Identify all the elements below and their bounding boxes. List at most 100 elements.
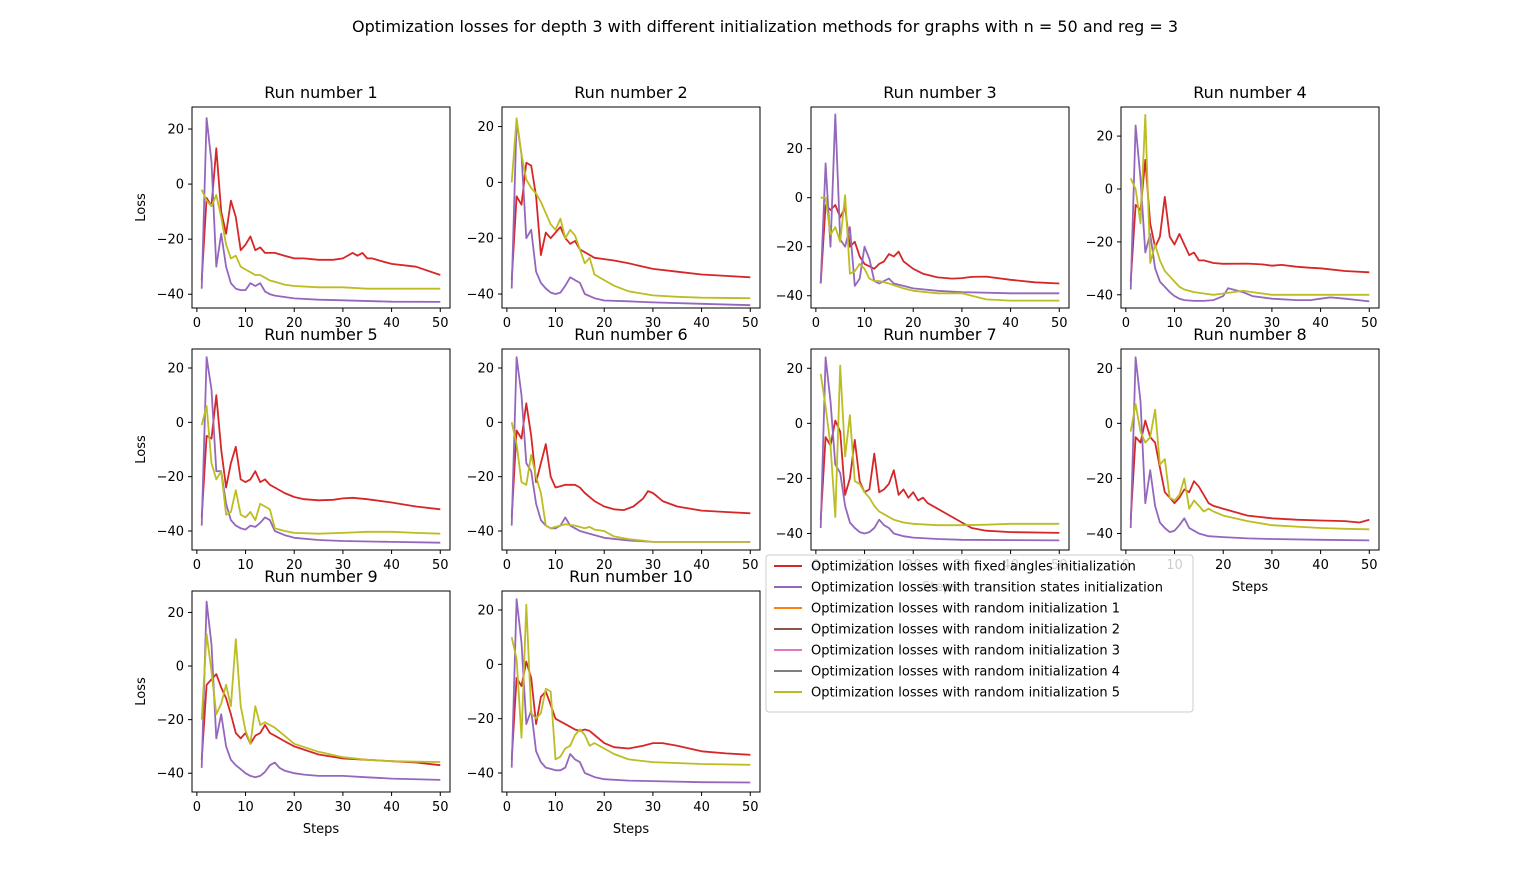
x-tick-label: 20 (286, 316, 303, 331)
series-line-fixed (1129, 419, 1370, 524)
x-tick-label: 30 (1264, 558, 1281, 573)
subplot-title: Run number 1 (264, 83, 377, 102)
subplot-run-4: 0 10 20 30 40 50 20 0 −20 −40 Run number 4 (1086, 83, 1380, 331)
y-tick-label: −40 (1086, 288, 1113, 303)
x-tick-label: 10 (237, 800, 254, 815)
x-tick-label: 10 (1166, 316, 1183, 331)
x-tick-label: 0 (503, 316, 511, 331)
axes-frame (191, 106, 451, 309)
axes-frame (191, 590, 451, 793)
x-tick-label: 20 (286, 558, 303, 573)
series-line-transition (200, 356, 441, 544)
x-axis-label: Steps (303, 822, 340, 837)
y-tick-label: −20 (776, 472, 803, 487)
y-tick-label: −20 (157, 470, 184, 485)
subplot-run-10: 0 10 20 30 40 50 20 0 −20 −40 Run number 10 Steps (467, 567, 761, 837)
x-tick-label: 30 (645, 800, 662, 815)
y-tick-label: −20 (1086, 472, 1113, 487)
y-tick-label: 20 (1096, 362, 1113, 377)
legend: Optimization losses with fixed angles in… (765, 554, 1194, 713)
x-tick-label: 0 (812, 316, 820, 331)
subplot-title: Run number 7 (883, 325, 996, 344)
x-tick-label: 50 (1361, 558, 1378, 573)
y-tick-label: 20 (167, 123, 184, 138)
series-line-random (510, 603, 751, 766)
x-tick-label: 0 (193, 316, 201, 331)
y-tick-label: 20 (1096, 130, 1113, 145)
legend-entry-label: Optimization losses with random initiali… (811, 665, 1120, 680)
series-group (200, 356, 441, 544)
subplot-title: Run number 2 (574, 83, 687, 102)
subplot-title: Run number 10 (569, 567, 693, 586)
x-tick-label: 10 (237, 316, 254, 331)
x-tick-label: 50 (742, 316, 759, 331)
x-tick-label: 40 (383, 558, 400, 573)
y-tick-label: 0 (486, 658, 494, 673)
subplot-run-6: 0 10 20 30 40 50 20 0 −20 −40 Run number 6 (467, 325, 761, 573)
y-tick-label: 0 (1105, 417, 1113, 432)
axes-frame (501, 106, 761, 309)
y-tick-label: 0 (1105, 182, 1113, 197)
x-tick-label: 10 (856, 316, 873, 331)
y-axis-label: Loss (134, 435, 149, 464)
y-tick-label: 0 (176, 416, 184, 431)
series-group (1129, 114, 1370, 303)
y-tick-label: 20 (477, 362, 494, 377)
x-tick-label: 30 (1264, 316, 1281, 331)
x-tick-label: 20 (286, 800, 303, 815)
series-line-random (200, 189, 441, 290)
series-line-random (819, 364, 1060, 527)
y-tick-label: −20 (157, 233, 184, 248)
series-line-transition (510, 120, 751, 307)
y-tick-label: −20 (776, 240, 803, 255)
series-line-fixed (200, 147, 441, 281)
x-tick-label: 20 (596, 800, 613, 815)
x-tick-label: 20 (596, 316, 613, 331)
x-tick-label: 30 (645, 558, 662, 573)
series-line-transition (1129, 124, 1370, 303)
series-group (819, 113, 1060, 302)
x-tick-label: 40 (1312, 316, 1329, 331)
series-group (200, 600, 441, 781)
y-tick-label: −40 (157, 288, 184, 303)
series-line-transition (1129, 356, 1370, 542)
axes-frame (1120, 106, 1380, 309)
y-axis-label: Loss (134, 193, 149, 222)
axes-frame (810, 348, 1070, 551)
series-line-random (1129, 114, 1370, 296)
x-tick-label: 50 (1361, 316, 1378, 331)
x-tick-label: 50 (742, 800, 759, 815)
series-line-random (510, 422, 751, 543)
x-tick-label: 50 (432, 558, 449, 573)
y-tick-label: −20 (467, 232, 494, 247)
x-tick-label: 0 (193, 558, 201, 573)
x-axis-label: Steps (1232, 580, 1269, 595)
subplot-title: Run number 8 (1193, 325, 1306, 344)
axes-frame (810, 106, 1070, 309)
x-tick-label: 30 (954, 316, 971, 331)
x-tick-label: 20 (596, 558, 613, 573)
y-tick-label: 20 (786, 142, 803, 157)
y-tick-label: −40 (467, 524, 494, 539)
axes-frame (501, 348, 761, 551)
x-tick-label: 0 (193, 800, 201, 815)
series-line-random (200, 405, 441, 535)
subplot-title: Run number 5 (264, 325, 377, 344)
legend-box (765, 554, 1194, 713)
y-tick-label: 0 (176, 178, 184, 193)
y-tick-label: −20 (1086, 235, 1113, 250)
series-line-random (510, 117, 751, 300)
series-group (510, 598, 751, 784)
y-tick-label: −40 (776, 527, 803, 542)
y-tick-label: 0 (795, 417, 803, 432)
y-tick-label: −40 (157, 524, 184, 539)
y-tick-label: −40 (1086, 527, 1113, 542)
x-tick-label: 30 (335, 558, 352, 573)
y-tick-label: −40 (467, 288, 494, 303)
series-line-fixed (510, 660, 751, 760)
series-line-fixed (819, 419, 1060, 534)
x-tick-label: 10 (547, 558, 564, 573)
y-tick-label: 20 (167, 362, 184, 377)
x-tick-label: 30 (645, 316, 662, 331)
